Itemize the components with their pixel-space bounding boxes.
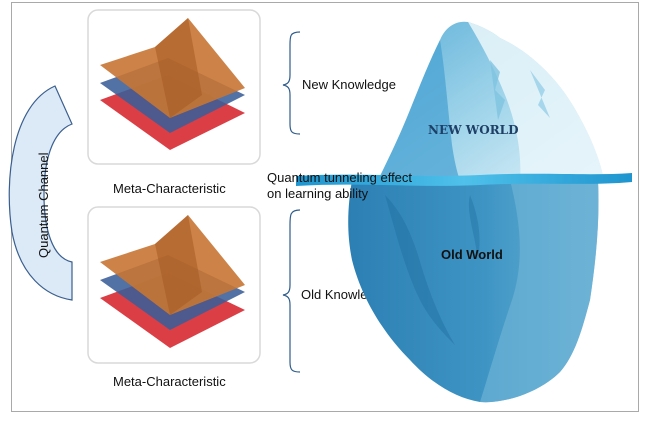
- meta-card-bottom: [87, 206, 261, 364]
- tunneling-label-line1: Quantum tunneling effect: [267, 170, 412, 185]
- new-knowledge-bracket: [282, 31, 301, 135]
- iceberg-top: [378, 21, 604, 181]
- quantum-channel: Quantum Channel: [8, 85, 73, 301]
- old-world-label: Old World: [441, 247, 503, 262]
- tunneling-label-line2: on learning ability: [267, 186, 369, 201]
- old-knowledge-bracket: [282, 209, 301, 373]
- orange-peak-shade-top: [155, 18, 202, 118]
- quantum-channel-label: Quantum Channel: [36, 152, 51, 258]
- water-line: [296, 173, 632, 186]
- meta-card-top: [87, 9, 261, 165]
- new-world-label: NEW WORLD: [428, 123, 519, 137]
- new-knowledge-label: New Knowledge: [302, 77, 396, 92]
- meta-characteristic-bottom-label: Meta-Characteristic: [113, 374, 226, 389]
- iceberg-underwater: [348, 180, 599, 403]
- meta-characteristic-top-label: Meta-Characteristic: [113, 181, 226, 196]
- orange-peak-shade-bottom: [155, 215, 202, 315]
